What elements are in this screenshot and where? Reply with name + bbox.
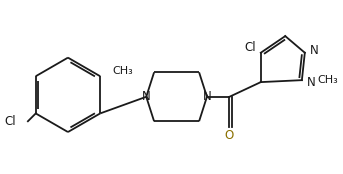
Text: N: N xyxy=(142,90,151,103)
Text: Cl: Cl xyxy=(4,115,16,128)
Text: CH₃: CH₃ xyxy=(112,66,133,76)
Text: O: O xyxy=(225,129,234,143)
Text: Cl: Cl xyxy=(244,41,256,54)
Text: CH₃: CH₃ xyxy=(318,75,338,85)
Text: N: N xyxy=(203,90,211,103)
Text: N: N xyxy=(310,44,318,57)
Text: N: N xyxy=(307,76,316,89)
